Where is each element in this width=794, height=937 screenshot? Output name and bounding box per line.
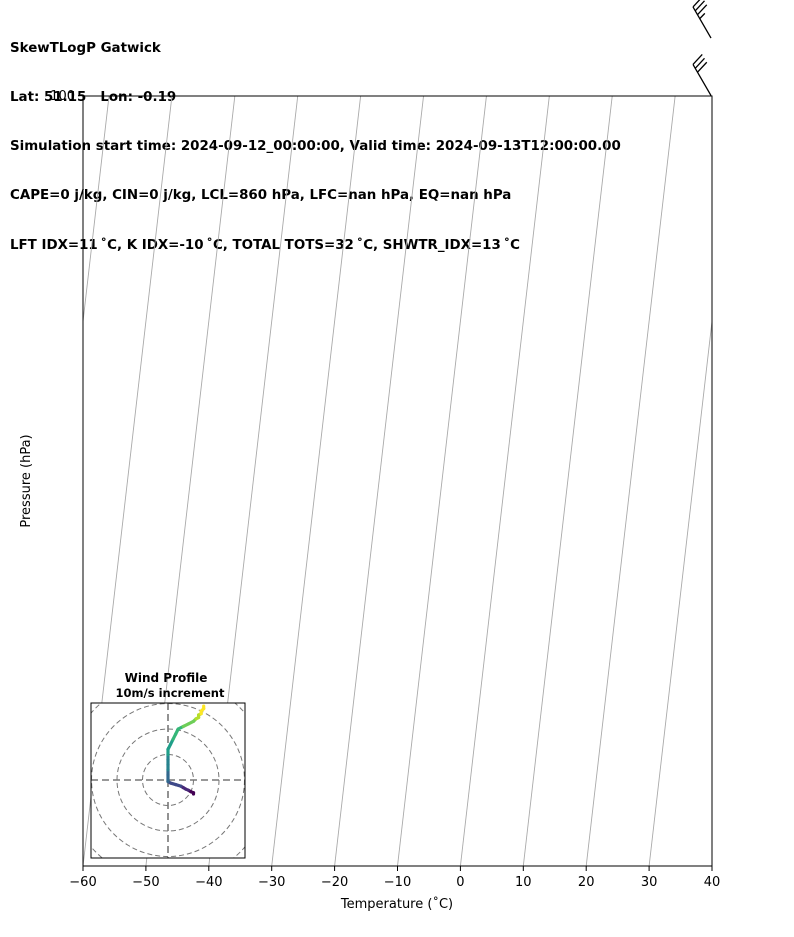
wind-barb-staff: [692, 64, 712, 96]
dry-adiabat-line: [0, 0, 794, 96]
dry-adiabat-line: [0, 0, 740, 96]
moist-adiabat-line: [234, 96, 235, 97]
isotherm-line: [271, 96, 362, 866]
x-tick-label: 40: [704, 875, 721, 890]
dry-adiabat-line: [0, 0, 794, 96]
station-coords: Lat: 51.15 Lon: -0.19: [10, 90, 177, 106]
isotherm-line: [585, 96, 676, 866]
dry-adiabat-line: [101, 96, 102, 97]
dry-adiabat-line: [0, 0, 613, 96]
x-tick-label: −10: [384, 875, 411, 890]
station-title: SkewTLogP Gatwick: [10, 40, 161, 56]
x-tick-label: −30: [258, 875, 285, 890]
moist-adiabat-line: [0, 0, 715, 96]
hodograph-title: Wind Profile: [125, 671, 208, 685]
dry-adiabat-line: [0, 0, 794, 96]
moist-adiabat-line: [0, 0, 533, 96]
x-tick-label: 0: [456, 875, 464, 890]
wind-barb: [692, 0, 712, 39]
isotherm-line: [522, 96, 613, 866]
x-tick-label: −40: [195, 875, 222, 890]
skewt-plot-area: −60 −50 −40 −30 −20 −10 0 10 20 30 40 100200300400…: [0, 0, 794, 912]
y-tick-label: 100: [50, 89, 75, 104]
isotherm-line: [397, 96, 487, 866]
dry-adiabat-line: [296, 96, 297, 97]
moist-adiabat-line: [104, 96, 106, 97]
wind-barb-full-flag: [692, 0, 701, 8]
isotherm-line: [648, 317, 712, 866]
wind-barb-half-flag: [699, 12, 706, 20]
moist-adiabat-line: [0, 0, 625, 96]
dry-adiabat-line: [0, 0, 549, 96]
x-tick-label: −60: [69, 875, 96, 890]
y-axis-ticks: 1002003004005006007008009001000: [50, 89, 83, 104]
wind-barb-staff: [692, 6, 712, 39]
moist-adiabat-line: [0, 0, 655, 96]
isotherm-line: [775, 96, 794, 866]
parcel-path-line: [0, 0, 695, 96]
wind-barbs: [692, 0, 712, 96]
moist-adiabat-line: [0, 0, 564, 96]
grid-layer: [0, 0, 794, 866]
hodograph-rings-and-trace: [91, 703, 245, 858]
wind-barb-full-flag: [697, 4, 708, 16]
wind-barb-full-flag: [694, 0, 705, 12]
x-tick-label: 10: [515, 875, 532, 890]
hodograph-subtitle: 10m/s increment: [116, 686, 225, 700]
moist-adiabat-line: [0, 0, 503, 96]
dry-adiabat-line: [329, 96, 330, 97]
simulation-times: Simulation start time: 2024-09-12_00:00:…: [10, 139, 621, 155]
wind-barb: [692, 54, 712, 96]
x-tick-label: −20: [321, 875, 348, 890]
dry-adiabat-line: [361, 96, 362, 97]
x-tick-label: 30: [641, 875, 658, 890]
dry-adiabat-line: [0, 0, 677, 96]
moist-adiabat-line: [0, 0, 746, 96]
hodograph-frame: [90, 702, 246, 859]
wind-barb-full-flag: [692, 54, 703, 65]
dry-adiabat-line: [0, 0, 485, 96]
y-axis-label: Pressure (hPa): [19, 434, 34, 527]
isotherm-line: [334, 96, 424, 866]
dry-adiabat-line: [3, 0, 794, 96]
isotherm-line: [711, 862, 712, 866]
moist-adiabat-line: [6, 0, 776, 96]
dewpoint-line: [0, 0, 631, 96]
x-axis-ticks: −60 −50 −40 −30 −20 −10 0 10 20 30 40: [69, 866, 720, 890]
hodograph-inset: Wind Profile 10m/s increment: [90, 671, 246, 859]
isotherm-line: [83, 96, 110, 326]
x-tick-label: 20: [578, 875, 595, 890]
moist-adiabat-line: [0, 0, 472, 96]
wind-barb-full-flag: [697, 61, 708, 73]
index-summary: LFT IDX=11 ˚C, K IDX=-10 ˚C, TOTAL TOTS=…: [10, 237, 521, 253]
chart-header: SkewTLogP Gatwick Lat: 51.15 Lon: -0.19 …: [10, 8, 621, 271]
x-tick-label: −50: [132, 875, 159, 890]
moist-adiabat-line: [0, 0, 440, 96]
x-axis-label: Temperature (˚C): [340, 896, 453, 912]
dry-adiabat-line: [36, 0, 794, 96]
profile-lines: [0, 0, 695, 97]
dry-adiabat-line: [133, 96, 134, 97]
moist-adiabat-line: [0, 0, 594, 96]
isotherm-line: [459, 96, 550, 866]
cape-cin-shading: [0, 0, 637, 96]
dry-adiabat-line: [0, 0, 794, 96]
dry-adiabat-line: [0, 0, 794, 96]
wind-barb-full-flag: [694, 57, 705, 69]
moist-adiabat-line: [0, 0, 685, 96]
dry-adiabat-line: [0, 0, 794, 96]
dry-adiabat-line: [263, 96, 265, 97]
dry-adiabat-line: [231, 96, 232, 97]
dry-adiabat-line: [69, 0, 794, 96]
temperature-line: [122, 96, 123, 97]
dry-adiabat-line: [166, 96, 167, 97]
cin-shaded-area: [0, 0, 637, 96]
